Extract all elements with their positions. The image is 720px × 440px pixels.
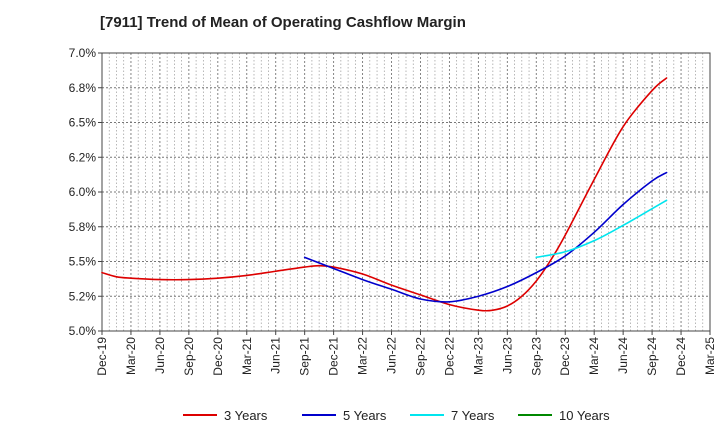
legend-label-7-years: 7 Years [451,408,495,423]
y-tick-label: 5.0% [69,324,97,338]
x-tick-label: Dec-20 [211,337,225,376]
legend-label-3-years: 3 Years [224,408,268,423]
x-tick-label: Jun-20 [153,337,167,374]
x-tick-label: Jun-21 [269,337,283,374]
axis-layer: 5.0% 5.2% 5.5% 5.8% 6.0% 6.2% 6.5% 6.8% 7.0% Dec-… [69,46,717,376]
x-tick-label: Sep-21 [298,337,312,376]
x-tick-label: Sep-23 [529,337,543,376]
y-tick-label: 5.2% [69,289,97,303]
x-tick-label: Dec-22 [442,337,456,376]
x-tick-label: Sep-24 [645,337,659,376]
x-tick-label: Dec-23 [558,337,572,376]
series-line-7-years [535,199,668,259]
x-tick-label: Jun-23 [500,337,514,374]
y-tick-label: 6.5% [69,116,97,130]
y-tick-label: 5.5% [69,255,97,269]
x-tick-label: Mar-23 [471,337,485,375]
x-tick-label: Mar-22 [356,337,370,375]
series-layer [101,77,668,312]
series-line-3-years [101,77,668,312]
legend-layer: 3 Years 5 Years 7 Years 10 Years [183,408,610,423]
x-tick-label: Sep-20 [182,337,196,376]
series-line-5-years [303,171,668,303]
x-tick-label: Mar-20 [124,337,138,375]
x-tick-label: Dec-19 [95,337,109,376]
y-tick-label: 6.8% [69,81,97,95]
chart-title: [7911] Trend of Mean of Operating Cashfl… [100,14,466,31]
x-tick-label: Jun-22 [385,337,399,374]
legend-label-5-years: 5 Years [343,408,387,423]
x-tick-label: Jun-24 [616,337,630,374]
legend-label-10-years: 10 Years [559,408,610,423]
y-tick-label: 5.8% [69,220,97,234]
x-tick-label: Mar-24 [587,337,601,375]
x-tick-label: Dec-24 [674,337,688,376]
x-tick-label: Dec-21 [327,337,341,376]
y-tick-label: 6.2% [69,150,97,164]
x-tick-label: Mar-21 [240,337,254,375]
grid-layer [101,52,711,332]
y-tick-label: 7.0% [69,46,97,60]
x-tick-label: Sep-22 [413,337,427,376]
y-tick-label: 6.0% [69,185,97,199]
x-tick-label: Mar-25 [703,337,717,375]
